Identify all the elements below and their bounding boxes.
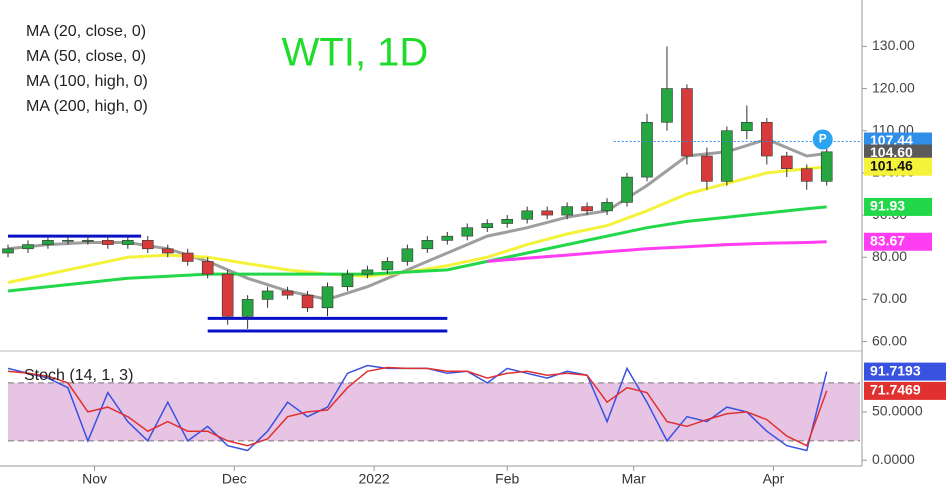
y-tick-label: 120.00 (872, 79, 915, 95)
legend-entry: MA (200, high, 0) (26, 98, 148, 115)
stoch-tag (864, 362, 946, 381)
series-line (7, 205, 827, 293)
candle-body (281, 290, 294, 296)
candle-body (641, 121, 653, 178)
price-tag-label: 104.60 (870, 144, 913, 160)
candle-body (780, 155, 793, 169)
price-tag-label: 107.44 (870, 132, 913, 148)
candle-body (82, 240, 94, 242)
candle-body (441, 235, 454, 241)
x-tick-label: Apr (763, 471, 785, 487)
candle-body (261, 290, 274, 300)
price-tag (864, 157, 932, 176)
candle-body (181, 252, 194, 262)
candle-body (161, 248, 174, 254)
candle-body (321, 286, 334, 309)
candle-body (62, 240, 74, 242)
candle-body (201, 261, 214, 275)
legend-entry: MA (50, close, 0) (26, 48, 146, 65)
y-tick-label: 70.00 (872, 290, 907, 306)
candle-body (2, 248, 14, 254)
candle-body (741, 121, 753, 132)
candle-body (721, 130, 733, 182)
candle-body (141, 240, 154, 250)
candle-body (701, 155, 713, 182)
legend-entry: MA (100, high, 0) (26, 73, 148, 90)
candle-body (501, 218, 514, 224)
chart-title: WTI, 1D (282, 31, 429, 75)
candle-body (102, 240, 114, 245)
candle-body (681, 88, 693, 157)
series-line (7, 366, 828, 447)
y-tick-label: 50.0000 (872, 403, 923, 419)
stoch-tag (864, 381, 946, 400)
y-tick-label: 60.00 (872, 332, 907, 348)
y-tick-label: 130.00 (872, 37, 915, 53)
stoch-band (8, 382, 860, 441)
stoch-title: Stoch (14, 1, 3) (24, 367, 133, 384)
candle-body (42, 240, 54, 245)
marker-label: P (819, 132, 827, 146)
candle-body (381, 261, 394, 271)
candle-body (401, 248, 414, 262)
x-tick-label: Dec (222, 471, 247, 487)
candle-body (221, 273, 234, 317)
candle-body (521, 210, 533, 220)
candle-body (661, 88, 673, 123)
price-tag-label: 91.93 (870, 198, 905, 214)
series-line (487, 240, 827, 263)
legend-entry: MA (20, close, 0) (26, 23, 146, 40)
price-tag-label: 83.67 (870, 232, 905, 248)
x-tick-label: Feb (495, 471, 519, 487)
candle-body (341, 273, 354, 288)
candle-body (461, 227, 474, 237)
stoch-tag-label: 91.7193 (870, 362, 921, 378)
marker-circle (812, 129, 833, 150)
candle-body (22, 244, 34, 250)
candle-body (601, 202, 613, 212)
candle-body (421, 240, 434, 250)
x-tick-label: Nov (82, 471, 107, 487)
candle-body (241, 299, 254, 317)
candle-body (122, 240, 134, 245)
candle-body (761, 121, 773, 157)
price-tag-label: 101.46 (870, 157, 913, 173)
y-tick-label: 80.00 (872, 248, 907, 264)
x-tick-label: 2022 (359, 471, 390, 487)
candle-body (621, 176, 633, 203)
stoch-tag-label: 71.7469 (870, 382, 921, 398)
candle-body (361, 269, 374, 275)
candle-body (301, 294, 314, 309)
x-tick-label: Mar (622, 471, 646, 487)
candle-body (481, 223, 494, 229)
candle-body (581, 206, 593, 212)
price-tag (864, 197, 932, 216)
candle-body (561, 206, 573, 216)
price-tag (864, 232, 932, 251)
candle-body (820, 151, 833, 182)
y-tick-label: 0.0000 (872, 451, 915, 467)
candle-body (800, 168, 813, 182)
candle-body (541, 210, 553, 216)
